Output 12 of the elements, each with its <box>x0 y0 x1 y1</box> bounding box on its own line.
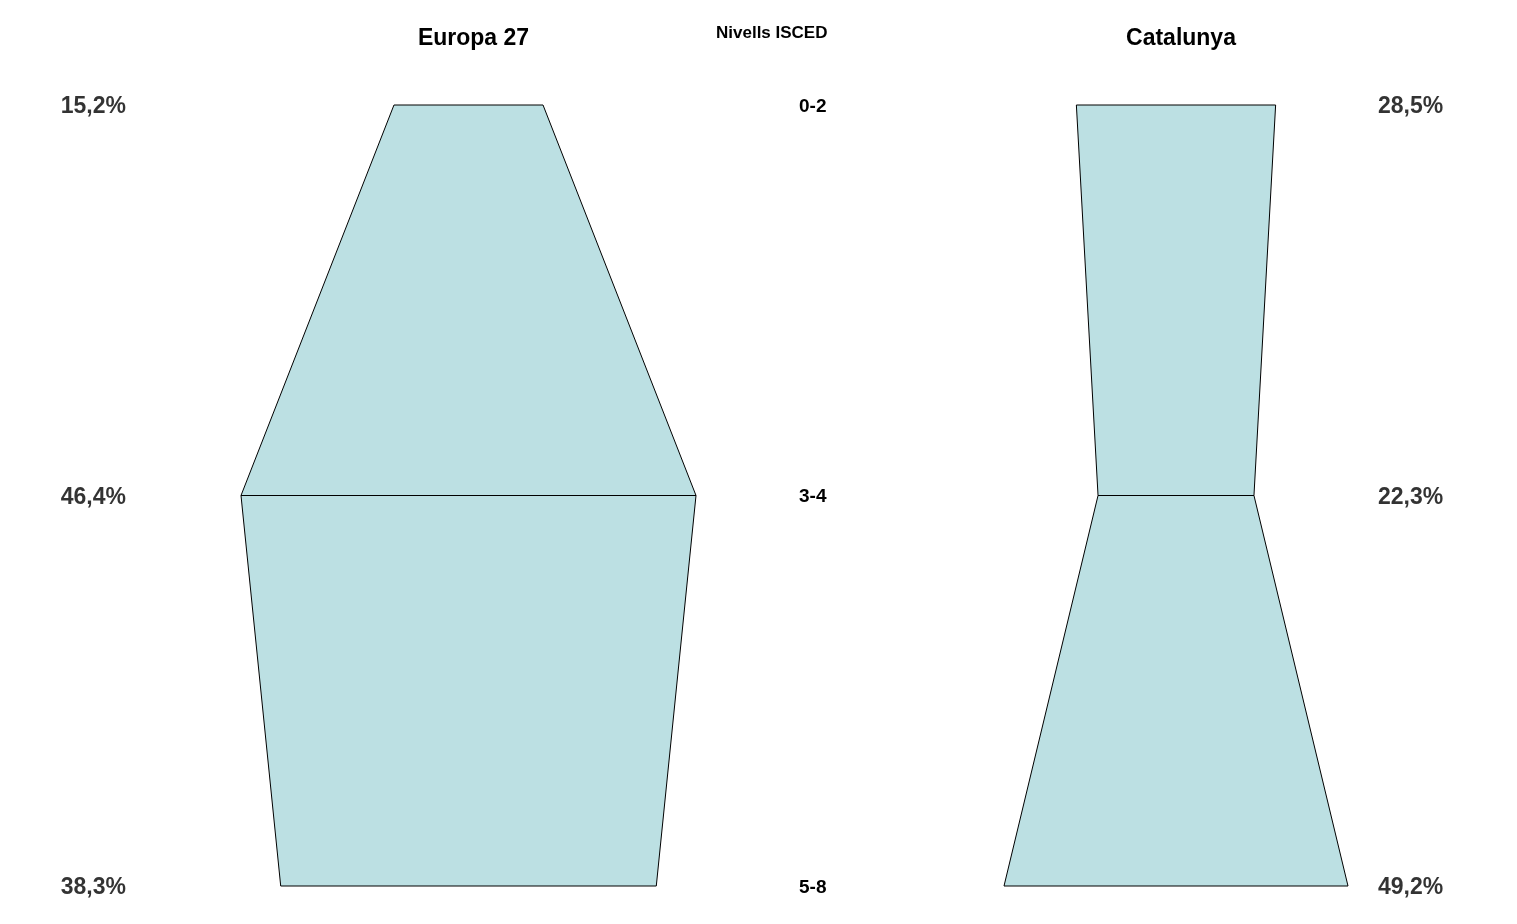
data-label: 15,2% <box>60 92 126 118</box>
text: Nivells ISCED <box>716 23 828 42</box>
category-label: 5-8 <box>799 875 827 897</box>
data-label: 46,4% <box>60 482 126 509</box>
text: Europa 27 <box>417 23 530 50</box>
data-label: 49,2% <box>1378 873 1444 899</box>
category-label: 3-4 <box>799 485 827 506</box>
data-label: 22,3% <box>1378 482 1444 509</box>
data-label: 38,3% <box>60 873 126 899</box>
data-label: 28,5% <box>1378 92 1444 118</box>
category-label: 0-2 <box>799 94 827 116</box>
text: Catalunya <box>1126 23 1237 50</box>
